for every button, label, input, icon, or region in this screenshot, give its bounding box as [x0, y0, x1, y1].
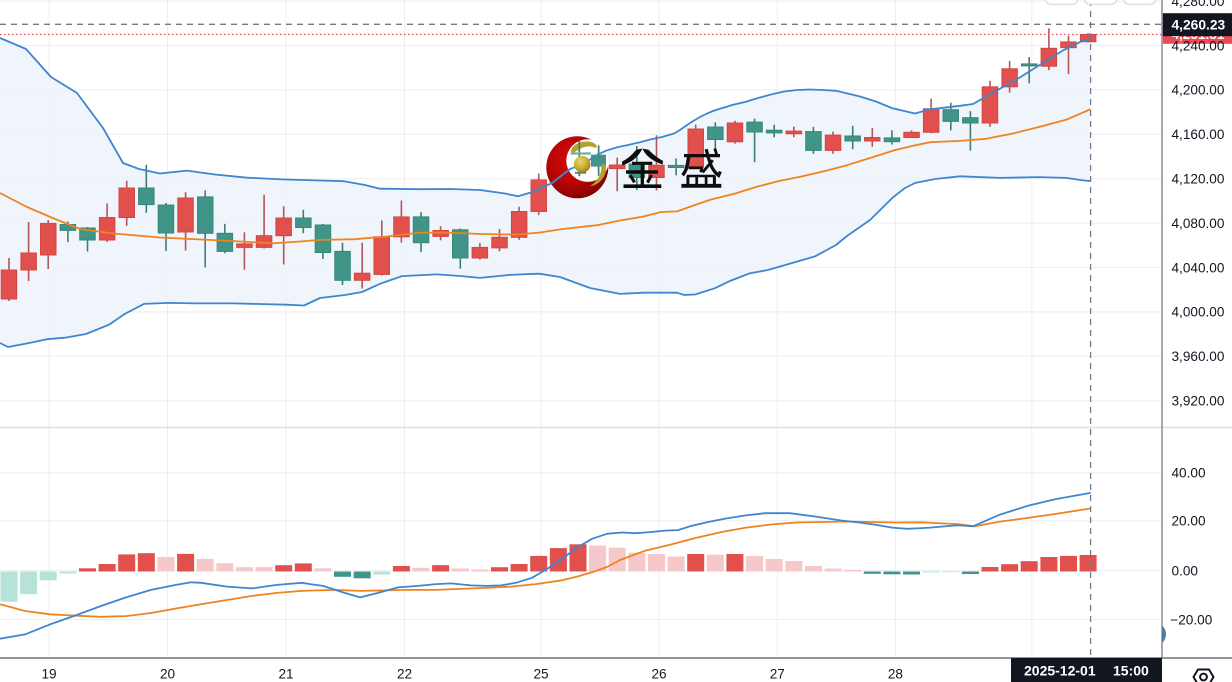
svg-text:15:00: 15:00: [1113, 663, 1149, 679]
svg-text:4,260.23: 4,260.23: [1172, 18, 1226, 33]
svg-text:20.00: 20.00: [1172, 514, 1206, 529]
svg-text:22: 22: [397, 667, 412, 682]
svg-text:2025-12-01: 2025-12-01: [1024, 663, 1096, 679]
svg-text:25: 25: [533, 667, 548, 682]
svg-text:4,120.00: 4,120.00: [1172, 172, 1225, 187]
svg-text:4,200.00: 4,200.00: [1172, 83, 1225, 98]
svg-text:3,920.00: 3,920.00: [1172, 394, 1225, 409]
svg-text:26: 26: [651, 667, 666, 682]
svg-text:21: 21: [278, 667, 293, 682]
svg-text:4,280.00: 4,280.00: [1172, 0, 1225, 9]
svg-text:40.00: 40.00: [1172, 466, 1206, 481]
svg-text:19: 19: [41, 667, 56, 682]
svg-text:−20.00: −20.00: [1170, 612, 1212, 627]
svg-text:0.00: 0.00: [1172, 563, 1199, 578]
svg-text:20: 20: [160, 667, 176, 682]
svg-text:4,160.00: 4,160.00: [1172, 127, 1225, 142]
svg-text:27: 27: [770, 667, 785, 682]
svg-text:28: 28: [888, 667, 903, 682]
svg-text:4,240.00: 4,240.00: [1172, 38, 1225, 53]
svg-text:3,960.00: 3,960.00: [1172, 349, 1225, 364]
svg-text:4,080.00: 4,080.00: [1172, 216, 1225, 231]
svg-text:4,040.00: 4,040.00: [1172, 260, 1225, 275]
svg-text:4,000.00: 4,000.00: [1172, 305, 1225, 320]
